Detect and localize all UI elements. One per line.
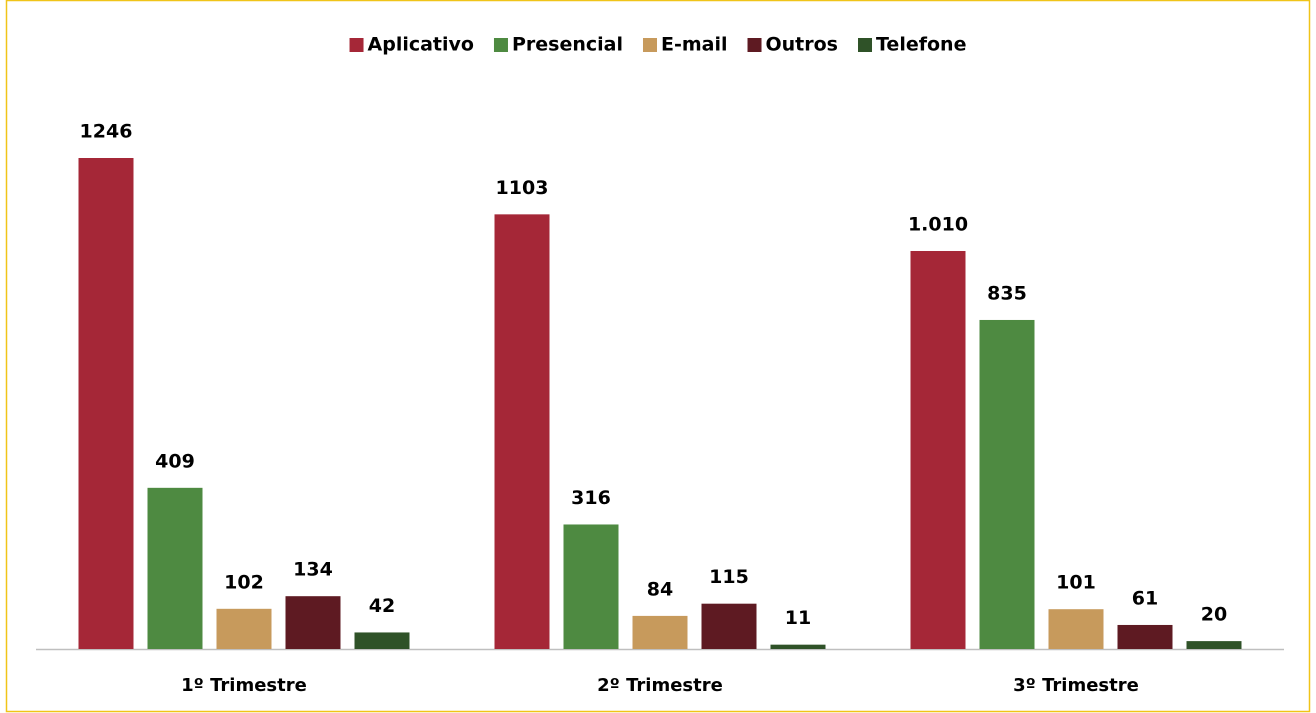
bar bbox=[910, 250, 966, 649]
x-tick-label: 2º Trimestre bbox=[597, 675, 723, 696]
data-label: 61 bbox=[1132, 587, 1158, 609]
bar bbox=[494, 214, 550, 650]
bar bbox=[563, 524, 619, 649]
legend-swatch bbox=[349, 38, 364, 52]
legend-label: Outros bbox=[766, 34, 839, 56]
bar bbox=[285, 596, 341, 649]
bar bbox=[1048, 609, 1104, 649]
bar bbox=[78, 158, 134, 649]
bar bbox=[632, 615, 688, 649]
legend-swatch bbox=[858, 38, 873, 52]
data-label: 134 bbox=[293, 559, 333, 581]
data-label: 84 bbox=[647, 578, 673, 600]
legend-label: E-mail bbox=[661, 34, 728, 56]
legend-swatch bbox=[747, 38, 762, 52]
chart-border bbox=[5, 0, 1311, 713]
bar bbox=[979, 319, 1035, 649]
legend-label: Telefone bbox=[876, 34, 966, 56]
bar bbox=[1186, 641, 1242, 649]
data-label: 101 bbox=[1056, 572, 1096, 594]
x-tick-label: 1º Trimestre bbox=[181, 675, 307, 696]
bar bbox=[216, 608, 272, 649]
bar bbox=[701, 603, 757, 649]
bar bbox=[147, 487, 203, 649]
data-label: 1.010 bbox=[908, 213, 968, 235]
bar bbox=[354, 632, 410, 649]
data-label: 1103 bbox=[496, 177, 549, 199]
data-label: 42 bbox=[369, 595, 395, 617]
bar bbox=[1117, 624, 1173, 649]
data-label: 20 bbox=[1201, 604, 1227, 626]
legend-label: Aplicativo bbox=[368, 34, 474, 56]
data-label: 409 bbox=[155, 450, 195, 472]
data-label: 1246 bbox=[80, 121, 133, 143]
data-label: 835 bbox=[987, 282, 1027, 304]
data-label: 102 bbox=[224, 571, 264, 593]
bar bbox=[770, 644, 826, 649]
data-label: 11 bbox=[785, 607, 811, 629]
legend-label: Presencial bbox=[512, 34, 623, 56]
legend-swatch bbox=[642, 38, 657, 52]
x-tick-label: 3º Trimestre bbox=[1013, 675, 1139, 696]
data-label: 115 bbox=[709, 566, 749, 588]
legend-swatch bbox=[493, 38, 508, 52]
data-label: 316 bbox=[571, 487, 611, 509]
